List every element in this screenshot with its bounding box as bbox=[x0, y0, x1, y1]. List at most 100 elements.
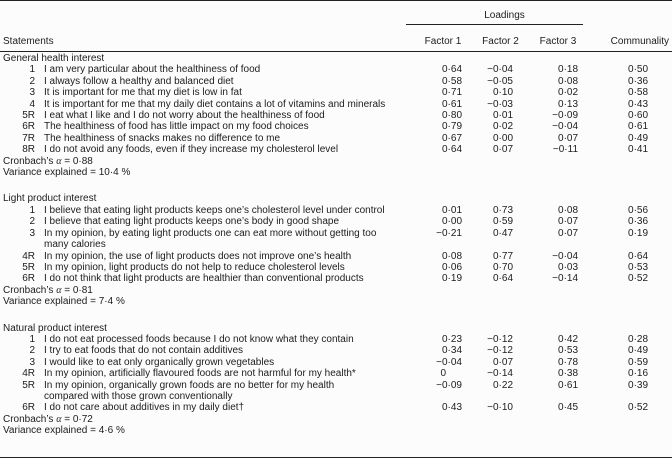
statement-number: 3 bbox=[29, 356, 35, 368]
factor2-loading: 0·47 bbox=[492, 227, 513, 239]
factor2-loading: 0·01 bbox=[492, 110, 513, 122]
section-header-row: Light product interest bbox=[0, 192, 672, 204]
statement-row: 8R I do not avoid any foods, even if they… bbox=[0, 144, 672, 155]
section-gap bbox=[0, 178, 672, 192]
factor1-loading: 0·00 bbox=[441, 216, 462, 228]
communality-value: 0·28 bbox=[628, 333, 649, 345]
factor2-loading: 0·59 bbox=[492, 216, 513, 228]
cronbach-alpha-note-row: Cronbach’s α = 0·81 bbox=[0, 285, 672, 296]
table-header: Loadings Statements Factor 1 Factor 2 Fa… bbox=[0, 0, 672, 52]
communality-value: 0·58 bbox=[628, 87, 649, 99]
statement-text-cell: In my opinion, organically grown foods a… bbox=[36, 380, 406, 403]
statement-row: 2 I always follow a healthy and balanced … bbox=[0, 76, 672, 87]
communality-value: 0·39 bbox=[628, 379, 649, 391]
table-end-padding bbox=[0, 437, 672, 441]
statement-text: I believe that eating light products kee… bbox=[44, 204, 385, 216]
factor1-loading: 0·71 bbox=[441, 87, 462, 99]
factor1-loading: 0·64 bbox=[441, 144, 462, 156]
statement-text-cell: I do not care about additives in my dail… bbox=[36, 402, 406, 413]
statement-text: I would like to eat only organically gro… bbox=[44, 356, 275, 368]
factor1-loading: 0·64 bbox=[441, 64, 462, 76]
factor1-loading: 0 bbox=[440, 368, 446, 380]
factor3-loading: 0·07 bbox=[558, 216, 579, 228]
statement-row: 6R I do not care about additives in my da… bbox=[0, 402, 672, 413]
factor1-loading: 0·43 bbox=[441, 402, 462, 414]
statement-text: I do not avoid any foods, even if they i… bbox=[44, 144, 339, 156]
factor3-loading: 0·07 bbox=[558, 132, 579, 144]
factor1-loading: 0·61 bbox=[441, 98, 462, 110]
statements-column-header: Statements bbox=[0, 24, 406, 52]
factor3-loading: −0·04 bbox=[552, 250, 579, 262]
factor3-loading: 0·18 bbox=[558, 64, 579, 76]
statement-text: I do not think that light products are h… bbox=[44, 273, 364, 285]
statement-text-cell: I believe that eating light products kee… bbox=[36, 205, 406, 216]
statement-row: 3 In my opinion, by eating light products… bbox=[0, 228, 672, 251]
factor1-loading: −0·09 bbox=[436, 379, 462, 391]
variance-explained-note-row: Variance explained = 4·6 % bbox=[0, 425, 672, 436]
factor2-loading: 0·10 bbox=[492, 87, 513, 99]
statement-number: 7R bbox=[22, 132, 35, 144]
statement-text-cell: In my opinion, light products do not hel… bbox=[36, 262, 406, 273]
statement-row: 6R I do not think that light products are… bbox=[0, 273, 672, 284]
statement-text-continued: compared with those grown conventionally bbox=[44, 390, 233, 402]
factor2-loading: −0·05 bbox=[487, 75, 513, 87]
statement-row: 5R In my opinion, light products do not h… bbox=[0, 262, 672, 273]
communality-header-spacer bbox=[583, 1, 672, 25]
cronbach-alpha-note: Cronbach’s α = 0·88 bbox=[3, 155, 93, 167]
statement-text: In my opinion, light products do not hel… bbox=[44, 261, 345, 273]
statement-row: 3 It is important for me that my diet is … bbox=[0, 87, 672, 98]
statement-number: 6R bbox=[22, 121, 35, 133]
statement-text: The healthiness of snacks makes no diffe… bbox=[44, 132, 281, 144]
communality-value: 0·61 bbox=[628, 121, 649, 133]
section-gap-cell bbox=[0, 178, 672, 192]
factor2-column-header: Factor 2 bbox=[468, 24, 521, 52]
factor2-loading: 0·07 bbox=[492, 356, 513, 368]
cronbach-alpha-note-row: Cronbach’s α = 0·72 bbox=[0, 414, 672, 425]
factor3-column-header: Factor 3 bbox=[521, 24, 584, 52]
factor2-loading: 0·77 bbox=[492, 250, 513, 262]
factor3-loading: 0·08 bbox=[558, 204, 579, 216]
statement-number: 6R bbox=[22, 402, 35, 414]
loadings-group-header: Loadings bbox=[406, 0, 584, 25]
communality-value: 0·49 bbox=[628, 345, 649, 357]
statement-number: 5R bbox=[22, 379, 35, 391]
statement-number: 6R bbox=[22, 273, 35, 285]
statement-text-cell: I am very particular about the healthine… bbox=[36, 64, 406, 75]
factor3-loading: −0·14 bbox=[552, 273, 579, 285]
statement-text: I am very particular about the healthine… bbox=[44, 64, 261, 76]
statement-number: 3 bbox=[29, 227, 35, 239]
alpha-symbol: α bbox=[56, 155, 62, 167]
statement-text: In my opinion, organically grown foods a… bbox=[44, 379, 335, 391]
statement-text: In my opinion, by eating light products … bbox=[44, 227, 377, 239]
communality-value: 0·43 bbox=[628, 98, 649, 110]
factor3-loading: −0·11 bbox=[552, 144, 579, 156]
statement-number: 3 bbox=[29, 87, 35, 99]
factor1-loading: 0·23 bbox=[441, 333, 462, 345]
factor1-loading: 0·01 bbox=[441, 204, 462, 216]
communality-column-header: Communality bbox=[583, 24, 672, 52]
factor2-loading: 0·70 bbox=[492, 261, 513, 273]
statement-text-cell: I would like to eat only organically gro… bbox=[36, 357, 406, 368]
section-gap bbox=[0, 308, 672, 322]
statement-number: 4R bbox=[22, 368, 35, 380]
statement-number: 4R bbox=[22, 250, 35, 262]
statement-text-cell: I always follow a healthy and balanced d… bbox=[36, 76, 406, 87]
statement-number: 1 bbox=[29, 64, 35, 76]
communality-value: 0·16 bbox=[628, 368, 649, 380]
statement-number: 2 bbox=[29, 345, 35, 357]
statement-text-cell: In my opinion, artificially flavoured fo… bbox=[36, 368, 406, 379]
factor3-loading: −0·09 bbox=[552, 110, 579, 122]
statement-text-cell: I do not think that light products are h… bbox=[36, 273, 406, 284]
section-title: Light product interest bbox=[3, 193, 97, 205]
section-header-row: General health interest bbox=[0, 52, 672, 65]
statement-text: I do not eat processed foods because I d… bbox=[44, 333, 354, 345]
statement-row: 4R In my opinion, the use of light produc… bbox=[0, 251, 672, 262]
communality-value: 0·19 bbox=[628, 227, 649, 239]
variance-explained-note: Variance explained = 10·4 % bbox=[3, 167, 131, 179]
factor1-loading: 0·06 bbox=[441, 261, 462, 273]
statements-header-spacer bbox=[0, 1, 406, 25]
statement-number: 5R bbox=[22, 261, 35, 273]
variance-explained-note-row: Variance explained = 7·4 % bbox=[0, 296, 672, 307]
communality-value: 0·52 bbox=[628, 273, 649, 285]
statement-number: 1 bbox=[29, 333, 35, 345]
